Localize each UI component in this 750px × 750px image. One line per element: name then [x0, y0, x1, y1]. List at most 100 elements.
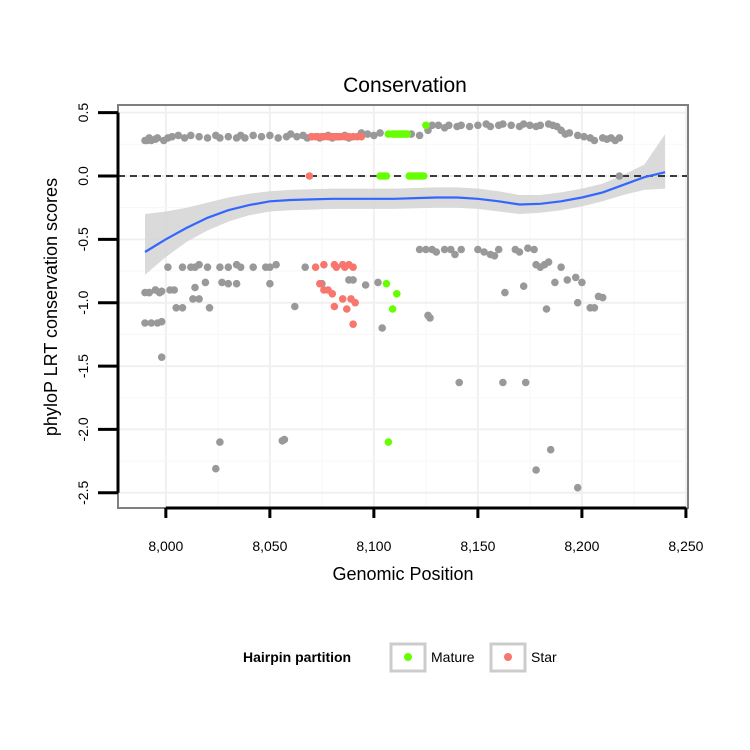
point-other — [361, 281, 370, 289]
point-other — [301, 263, 310, 272]
legend-dot-star — [504, 653, 512, 661]
legend-item-mature: Mature — [389, 642, 475, 673]
point-star — [332, 263, 341, 272]
point-other — [590, 304, 599, 312]
scatter-points — [141, 120, 624, 492]
point-other — [490, 252, 499, 260]
point-other — [191, 283, 199, 292]
smooth-curve — [144, 171, 666, 253]
point-other — [551, 278, 559, 287]
point-other — [376, 129, 384, 137]
legend-label-star: Star — [531, 649, 557, 665]
point-other — [218, 278, 226, 287]
point-other — [174, 131, 183, 140]
point-other — [544, 258, 553, 266]
point-other — [147, 319, 156, 327]
x-axis-label: Genomic Position — [332, 564, 473, 584]
point-other — [203, 134, 212, 142]
point-other — [201, 278, 210, 287]
point-other — [378, 324, 387, 332]
point-mature — [382, 172, 391, 180]
point-other — [178, 263, 187, 272]
point-other — [224, 279, 233, 288]
point-other — [216, 438, 224, 446]
point-other — [571, 273, 580, 282]
y-tick-label: -1.0 — [75, 290, 91, 314]
point-other — [486, 122, 495, 131]
point-other — [349, 276, 357, 284]
point-star — [311, 263, 320, 272]
x-tick-label: 8,100 — [356, 538, 391, 554]
point-other — [457, 245, 466, 254]
point-other — [445, 121, 453, 130]
point-other — [521, 378, 530, 387]
point-other — [236, 263, 245, 272]
point-mature — [420, 172, 428, 180]
y-tick-label: -0.5 — [75, 227, 91, 251]
point-other — [451, 250, 459, 259]
y-axis: -2.5 -2.0 -1.5 -1.0 -0.5 0.0 0.5 — [75, 103, 120, 505]
legend-label-mature: Mature — [431, 649, 475, 665]
x-tick-label: 8,200 — [564, 538, 599, 554]
point-star — [316, 279, 324, 288]
y-tick-label: 0.5 — [75, 103, 91, 123]
point-star — [338, 295, 347, 303]
point-other — [519, 282, 528, 291]
point-other — [145, 288, 153, 297]
point-other — [480, 248, 488, 256]
x-axis: 8,000 8,050 8,100 8,150 8,200 8,250 — [148, 506, 704, 554]
point-other — [415, 131, 424, 140]
point-other — [428, 121, 436, 130]
point-other — [447, 245, 455, 254]
point-other — [216, 263, 224, 272]
point-other — [187, 131, 195, 140]
legend-dot-mature — [404, 653, 412, 661]
point-other — [573, 131, 582, 140]
point-other — [286, 130, 295, 138]
point-other — [580, 132, 588, 141]
y-tick-label: -1.5 — [75, 354, 91, 378]
x-tick-label: 8,150 — [460, 538, 495, 554]
plot-border — [117, 104, 689, 509]
point-other — [494, 245, 503, 254]
legend: Hairpin partition Mature Star — [243, 642, 557, 673]
point-other — [291, 302, 299, 311]
point-other — [499, 120, 507, 128]
point-other — [166, 286, 174, 294]
point-other — [266, 131, 274, 140]
point-other — [542, 305, 551, 313]
point-other — [515, 248, 524, 256]
legend-item-star: Star — [489, 642, 557, 673]
point-other — [363, 130, 372, 138]
point-other — [153, 134, 162, 142]
point-other — [432, 248, 441, 256]
point-other — [164, 263, 172, 272]
point-other — [474, 121, 482, 130]
point-other — [155, 288, 164, 297]
point-star — [343, 305, 351, 313]
x-tick-label: 8,050 — [252, 538, 287, 554]
point-star — [320, 260, 328, 269]
point-other — [573, 483, 582, 492]
point-other — [590, 136, 599, 145]
point-other — [249, 263, 257, 272]
point-other — [615, 134, 624, 142]
point-mature — [393, 290, 401, 298]
point-other — [563, 276, 572, 284]
point-other — [195, 295, 203, 303]
point-other — [457, 121, 466, 130]
point-other — [224, 132, 233, 141]
y-tick-label: -2.5 — [75, 481, 91, 505]
point-other — [426, 314, 434, 322]
point-other — [216, 134, 224, 142]
point-other — [203, 263, 212, 272]
point-other — [224, 263, 233, 272]
point-star — [349, 320, 357, 329]
point-other — [501, 288, 509, 297]
point-other — [415, 245, 424, 254]
point-star — [328, 290, 337, 298]
point-other — [573, 298, 582, 307]
point-other — [557, 263, 565, 272]
point-other — [205, 304, 214, 312]
point-other — [157, 317, 166, 326]
